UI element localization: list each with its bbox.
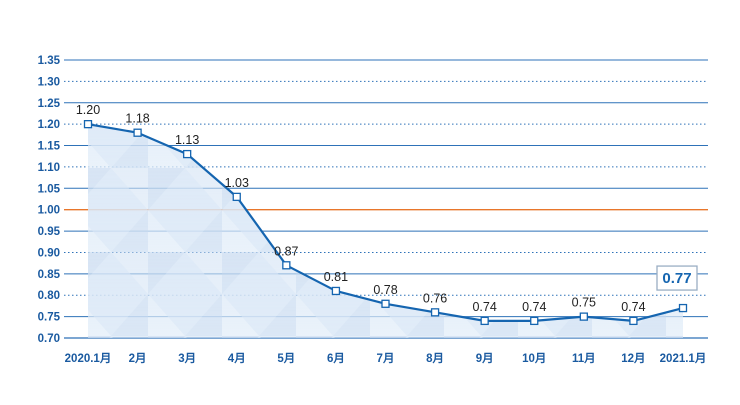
data-label: 0.87 xyxy=(274,244,298,258)
data-label: 1.20 xyxy=(76,103,100,117)
x-tick-label: 2月 xyxy=(129,352,147,365)
y-tick-label: 1.30 xyxy=(38,76,60,88)
x-tick-label: 10月 xyxy=(522,352,546,365)
y-tick-label: 1.00 xyxy=(38,205,60,217)
data-point-marker xyxy=(579,312,588,321)
data-labels: 1.20 1.18 1.13 1.03 0.87 0.81 0.78 0.76 0.74 0.74… xyxy=(76,103,698,314)
data-markers xyxy=(83,120,688,326)
y-tick-label: 1.25 xyxy=(38,98,61,110)
data-label: 0.78 xyxy=(373,283,397,297)
x-tick-label: 5月 xyxy=(277,352,295,365)
highlight-label: 0.77 xyxy=(662,270,691,287)
data-point-marker xyxy=(629,316,638,326)
data-label: 1.13 xyxy=(175,133,199,147)
axes: 0.70 0.75 0.80 0.85 0.90 0.95 1.00 1.05 1.10 1.15… xyxy=(38,55,707,365)
x-tick-label: 9月 xyxy=(476,352,494,365)
highlight-label-box xyxy=(656,265,698,291)
x-tick-label: 8月 xyxy=(426,352,444,365)
x-tick-label: 7月 xyxy=(377,352,395,365)
y-tick-label: 0.95 xyxy=(38,226,61,238)
x-tick-label: 6月 xyxy=(327,352,345,365)
data-label: 0.75 xyxy=(572,296,596,310)
y-tick-label: 1.35 xyxy=(38,55,61,67)
y-tick-label: 0.90 xyxy=(38,247,60,259)
area-fill xyxy=(88,124,683,339)
data-point-marker xyxy=(430,308,440,317)
data-point-marker xyxy=(83,120,93,129)
data-point-marker xyxy=(331,286,341,296)
data-label: 1.03 xyxy=(225,176,249,190)
data-label: 0.76 xyxy=(423,291,447,305)
data-point-marker xyxy=(480,316,489,326)
x-tick-label: 4月 xyxy=(228,352,246,365)
data-label: 0.74 xyxy=(522,300,546,314)
data-point-marker xyxy=(678,303,688,313)
x-tick-label: 3月 xyxy=(178,352,196,365)
y-tick-label: 0.80 xyxy=(38,290,60,302)
data-point-marker xyxy=(232,192,241,202)
y-tick-label: 1.15 xyxy=(38,141,61,153)
data-label: 0.74 xyxy=(621,300,645,314)
y-tick-label: 1.20 xyxy=(38,119,60,131)
data-label: 1.18 xyxy=(125,112,149,126)
y-tick-label: 0.70 xyxy=(38,333,60,345)
y-tick-label: 0.75 xyxy=(38,312,61,324)
data-label: 0.74 xyxy=(472,300,496,314)
data-point-marker xyxy=(381,299,390,308)
y-tick-label: 1.05 xyxy=(38,183,61,195)
x-tick-label: 2021.1月 xyxy=(660,352,707,365)
x-tick-label: 12月 xyxy=(621,352,645,365)
data-label: 0.81 xyxy=(324,270,348,284)
data-point-marker xyxy=(183,149,192,159)
x-tick-label: 11月 xyxy=(572,352,596,365)
data-point-marker xyxy=(282,261,291,270)
area-under-line xyxy=(88,124,683,339)
y-tick-label: 1.10 xyxy=(38,162,60,174)
y-tick-label: 0.85 xyxy=(38,269,61,281)
data-point-marker xyxy=(530,316,539,326)
x-tick-label: 2020.1月 xyxy=(65,352,112,365)
data-point-marker xyxy=(133,128,142,137)
